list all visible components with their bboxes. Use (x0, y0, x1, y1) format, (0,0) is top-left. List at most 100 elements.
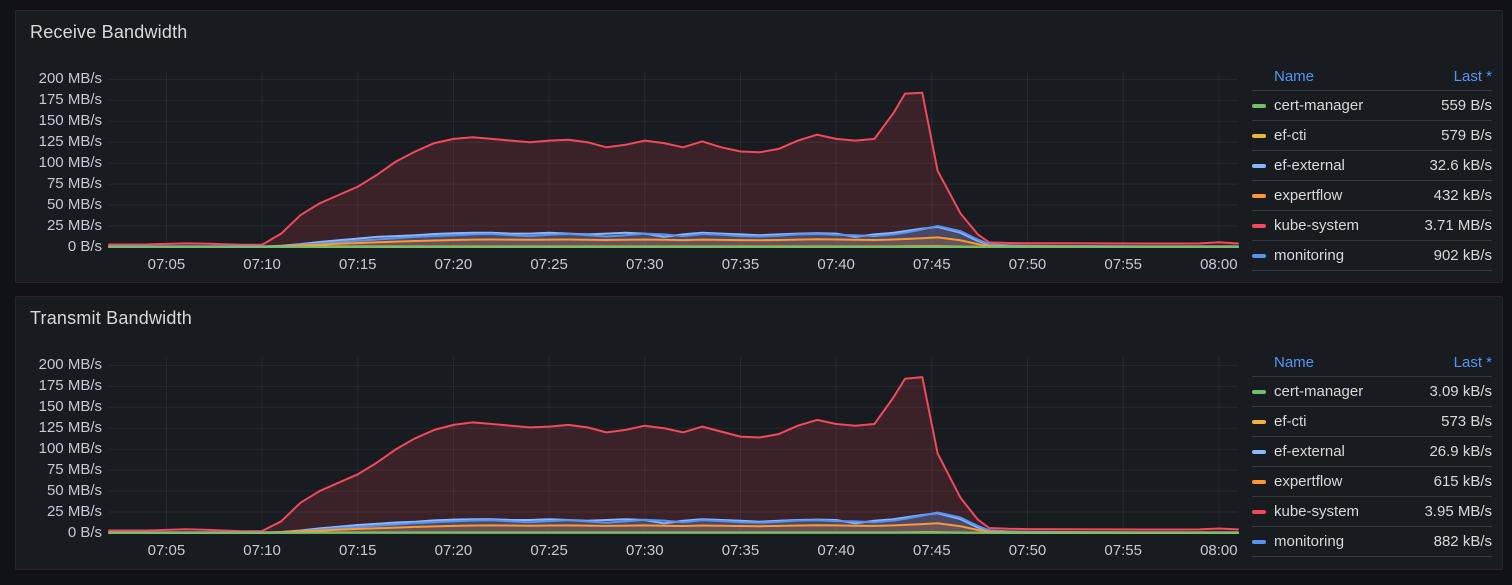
y-tick-label: 25 MB/s (46, 217, 102, 235)
x-tick-label: 07:55 (1104, 542, 1142, 559)
x-tick-label: 07:35 (721, 256, 760, 273)
legend-header: Name Last * (1252, 349, 1492, 376)
series-color-swatch (1252, 163, 1266, 168)
series-last-value: 32.6 kB/s (1429, 157, 1492, 174)
x-tick-label: 07:45 (913, 542, 951, 559)
series-line-kube-system (109, 377, 1238, 531)
x-tick-label: 08:00 (1200, 542, 1238, 559)
legend-row-monitoring[interactable]: monitoring 882 kB/s (1252, 526, 1492, 556)
series-last-value: 3.09 kB/s (1429, 383, 1492, 400)
legend-row-ef-external[interactable]: ef-external 26.9 kB/s (1252, 436, 1492, 466)
x-tick-label: 07:20 (434, 542, 473, 559)
y-tick-label: 175 MB/s (38, 377, 102, 395)
legend-row-expertflow[interactable]: expertflow 432 kB/s (1252, 180, 1492, 210)
x-tick-label: 07:30 (626, 256, 664, 273)
series-color-swatch (1252, 103, 1266, 108)
y-tick-label: 100 MB/s (38, 440, 102, 458)
x-axis-labels: 07:05 07:10 07:15 07:20 07:25 07:30 07:35 07:40… (109, 256, 1238, 276)
x-tick-label: 07:55 (1104, 256, 1142, 273)
legend-row-ef-external[interactable]: ef-external 32.6 kB/s (1252, 150, 1492, 180)
legend-row-ef-cti[interactable]: ef-cti 573 B/s (1252, 406, 1492, 436)
panel-title[interactable]: Receive Bandwidth (30, 22, 188, 42)
panel-transmit-bandwidth: Transmit Bandwidth 0 B/s 25 MB/s 50 MB/s 75… (15, 296, 1503, 570)
legend-row-expertflow[interactable]: expertflow 615 kB/s (1252, 466, 1492, 496)
series-line-expertflow (109, 523, 1238, 533)
series-name[interactable]: ef-cti (1274, 413, 1307, 430)
series-last-value: 432 kB/s (1433, 187, 1492, 204)
y-tick-label: 50 MB/s (46, 482, 102, 500)
y-tick-label: 200 MB/s (38, 70, 102, 88)
legend-row-cert-manager[interactable]: cert-manager 559 B/s (1252, 90, 1492, 120)
x-tick-label: 07:15 (338, 256, 377, 273)
x-tick-label: 07:40 (817, 256, 855, 273)
series-color-swatch (1252, 419, 1266, 424)
y-tick-label: 150 MB/s (38, 112, 102, 130)
y-tick-label: 0 B/s (67, 524, 102, 541)
series-last-value: 573 B/s (1441, 413, 1492, 430)
x-tick-label: 07:10 (243, 256, 281, 273)
legend-header-name[interactable]: Name (1274, 68, 1315, 85)
series-line-kube-system (109, 93, 1238, 245)
time-series-plot[interactable] (109, 71, 1238, 247)
legend-row-kube-system[interactable]: kube-system 3.95 MB/s (1252, 496, 1492, 526)
series-last-value: 902 kB/s (1433, 247, 1492, 264)
legend-header-name[interactable]: Name (1274, 354, 1315, 371)
x-axis-labels: 07:05 07:10 07:15 07:20 07:25 07:30 07:35 07:40… (109, 542, 1238, 562)
x-tick-label: 07:20 (434, 256, 473, 273)
series-last-value: 26.9 kB/s (1429, 443, 1492, 460)
series-line-expertflow (109, 237, 1238, 247)
y-tick-label: 200 MB/s (38, 356, 102, 374)
x-tick-label: 07:10 (243, 542, 281, 559)
x-tick-label: 07:15 (338, 542, 377, 559)
y-tick-label: 75 MB/s (46, 461, 102, 479)
y-tick-label: 25 MB/s (46, 503, 102, 521)
series-name[interactable]: ef-cti (1274, 127, 1307, 144)
series-name[interactable]: monitoring (1274, 533, 1345, 550)
x-tick-label: 07:05 (147, 256, 186, 273)
series-name[interactable]: cert-manager (1274, 383, 1364, 400)
series-color-swatch (1252, 479, 1266, 484)
x-tick-label: 08:00 (1200, 256, 1238, 273)
legend-row-monitoring[interactable]: monitoring 902 kB/s (1252, 240, 1492, 270)
series-color-swatch (1252, 133, 1266, 138)
series-color-swatch (1252, 253, 1266, 258)
series-name[interactable]: kube-system (1274, 217, 1360, 234)
x-tick-label: 07:50 (1008, 256, 1047, 273)
series-color-swatch (1252, 223, 1266, 228)
series-color-swatch (1252, 509, 1266, 514)
panel-title[interactable]: Transmit Bandwidth (30, 308, 192, 328)
series-last-value: 615 kB/s (1433, 473, 1492, 490)
series-name[interactable]: expertflow (1274, 187, 1343, 204)
series-name[interactable]: cert-manager (1274, 97, 1364, 114)
legend-header-last[interactable]: Last * (1453, 68, 1492, 85)
legend-header: Name Last * (1252, 63, 1492, 90)
y-tick-label: 125 MB/s (38, 419, 102, 437)
series-name[interactable]: expertflow (1274, 473, 1343, 490)
x-tick-label: 07:25 (530, 256, 568, 273)
series-name[interactable]: monitoring (1274, 247, 1345, 264)
panel-receive-bandwidth: Receive Bandwidth 0 B/s 25 MB/s 50 MB/s 75 … (15, 10, 1503, 283)
legend-row-cert-manager[interactable]: cert-manager 3.09 kB/s (1252, 376, 1492, 406)
time-series-plot[interactable] (109, 357, 1238, 533)
y-axis-labels: 0 B/s 25 MB/s 50 MB/s 75 MB/s 100 MB/s 125 MB… (16, 356, 102, 541)
series-name[interactable]: kube-system (1274, 503, 1360, 520)
series-name[interactable]: ef-external (1274, 157, 1345, 174)
series-last-value: 882 kB/s (1433, 533, 1492, 550)
series-color-swatch (1252, 539, 1266, 544)
x-tick-label: 07:35 (721, 542, 760, 559)
x-tick-label: 07:45 (913, 256, 951, 273)
series-color-swatch (1252, 193, 1266, 198)
x-tick-label: 07:40 (817, 542, 855, 559)
series-color-swatch (1252, 389, 1266, 394)
legend-row-kube-system[interactable]: kube-system 3.71 MB/s (1252, 210, 1492, 240)
series-last-value: 559 B/s (1441, 97, 1492, 114)
legend-table: Name Last * cert-manager 559 B/s ef-cti 579… (1252, 63, 1492, 271)
y-tick-label: 175 MB/s (38, 91, 102, 109)
series-name[interactable]: ef-external (1274, 443, 1345, 460)
x-tick-label: 07:30 (626, 542, 664, 559)
legend-header-last[interactable]: Last * (1453, 354, 1492, 371)
y-tick-label: 75 MB/s (46, 175, 102, 193)
y-tick-label: 0 B/s (67, 238, 102, 255)
y-axis-labels: 0 B/s 25 MB/s 50 MB/s 75 MB/s 100 MB/s 125 MB… (16, 70, 102, 255)
legend-row-ef-cti[interactable]: ef-cti 579 B/s (1252, 120, 1492, 150)
